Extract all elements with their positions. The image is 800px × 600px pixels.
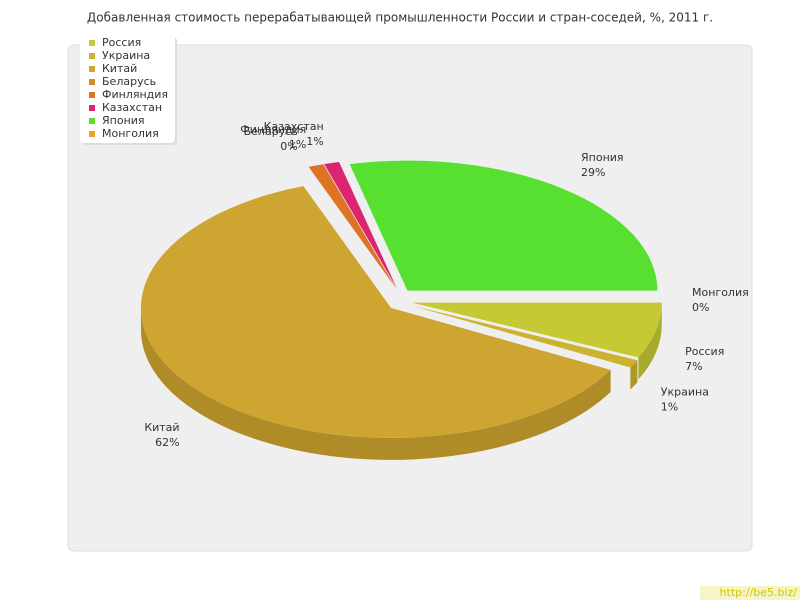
legend-swatch <box>89 92 95 98</box>
legend-label: Казахстан <box>102 101 162 114</box>
data-label-name: Япония <box>581 151 624 164</box>
legend-swatch <box>89 79 95 85</box>
data-label: 29% <box>581 166 605 179</box>
legend-label: Россия <box>102 36 141 49</box>
slice <box>349 160 658 291</box>
chart-title: Добавленная стоимость перерабатывающей п… <box>87 11 713 25</box>
watermark: http://be5.biz/ <box>720 586 798 599</box>
data-label-name: Китай <box>144 421 179 434</box>
data-label-name: Украина <box>661 385 709 398</box>
slice <box>410 305 638 368</box>
data-label-name: Беларусь <box>244 125 298 138</box>
legend-swatch <box>89 53 95 59</box>
legend-label: Монголия <box>102 127 159 140</box>
legend-label: Беларусь <box>102 75 156 88</box>
data-label: 1% <box>306 135 323 148</box>
legend-swatch <box>89 118 95 124</box>
legend-swatch <box>89 40 95 46</box>
slice <box>324 161 397 289</box>
data-label-name: Монголия <box>692 286 749 299</box>
data-label: 62% <box>155 436 179 449</box>
slice-side <box>140 307 611 460</box>
slice <box>308 164 397 289</box>
slice-side-shade <box>638 302 662 380</box>
data-label: 0% <box>280 140 297 153</box>
legend-label: Финляндия <box>102 88 168 101</box>
slice-side-shade <box>630 360 638 390</box>
slice-side-shade <box>140 307 611 460</box>
data-label: 7% <box>685 360 702 373</box>
legend-swatch <box>89 66 95 72</box>
watermark-bg <box>700 586 800 600</box>
data-label: 0% <box>692 301 709 314</box>
slice <box>411 302 662 358</box>
data-label: 1% <box>289 138 306 151</box>
data-label: 1% <box>661 400 678 413</box>
slice <box>140 186 611 438</box>
legend-label: Украина <box>102 49 150 62</box>
slice-side <box>630 360 638 390</box>
legend-swatch <box>89 131 95 137</box>
legend-swatch <box>89 105 95 111</box>
legend-label: Китай <box>102 62 137 75</box>
legend <box>80 35 175 143</box>
data-label-name: Россия <box>685 345 724 358</box>
data-label-name: Финляндия <box>240 123 306 136</box>
slice-side <box>638 302 662 380</box>
data-label-name: Казахстан <box>264 120 324 133</box>
legend-label: Япония <box>102 114 145 127</box>
